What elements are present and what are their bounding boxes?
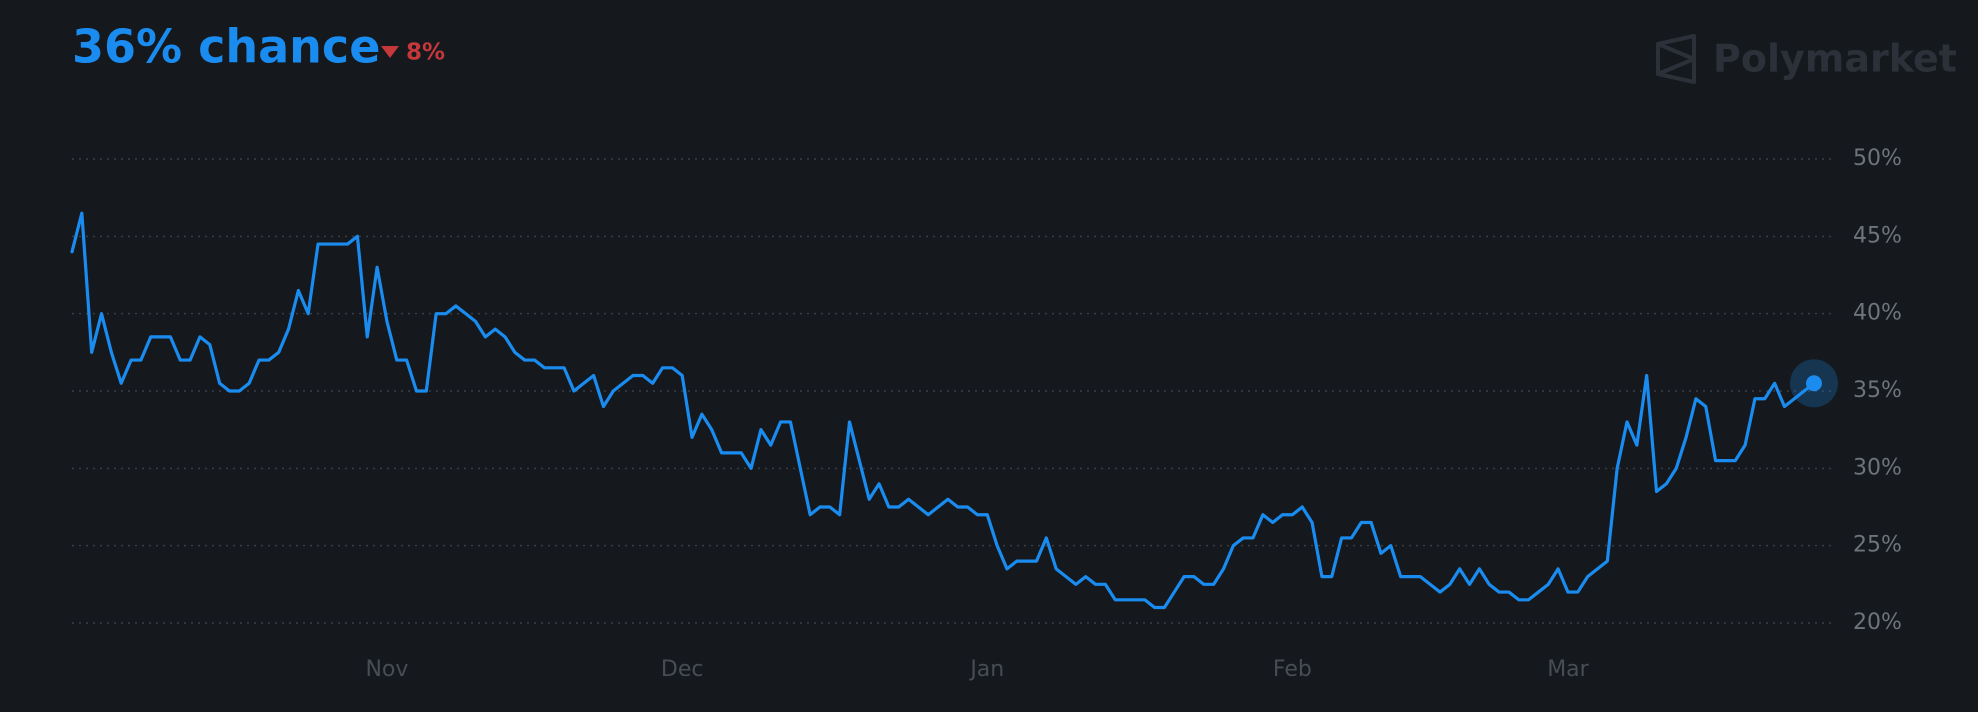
y-tick-label: 50% (1853, 146, 1902, 171)
x-tick-label: Dec (661, 657, 704, 682)
last-point (1806, 375, 1822, 392)
y-tick-label: 40% (1853, 301, 1902, 326)
x-tick-label: Feb (1273, 657, 1312, 682)
y-tick-label: 35% (1853, 378, 1902, 403)
y-tick-label: 25% (1853, 533, 1902, 558)
x-tick-label: Jan (968, 657, 1004, 682)
brand-name: Polymarket (1713, 37, 1957, 81)
brand-logo (1656, 34, 1696, 84)
x-tick-label: Mar (1547, 657, 1589, 682)
price-line (70, 211, 1816, 610)
y-tick-label: 30% (1853, 455, 1902, 480)
y-tick-label: 20% (1853, 610, 1902, 635)
y-tick-label: 45% (1853, 223, 1902, 248)
x-tick-label: Nov (365, 657, 408, 682)
change-label: 8% (406, 40, 445, 66)
change-icon (381, 46, 399, 58)
chart-title: 36% chance (72, 20, 380, 74)
